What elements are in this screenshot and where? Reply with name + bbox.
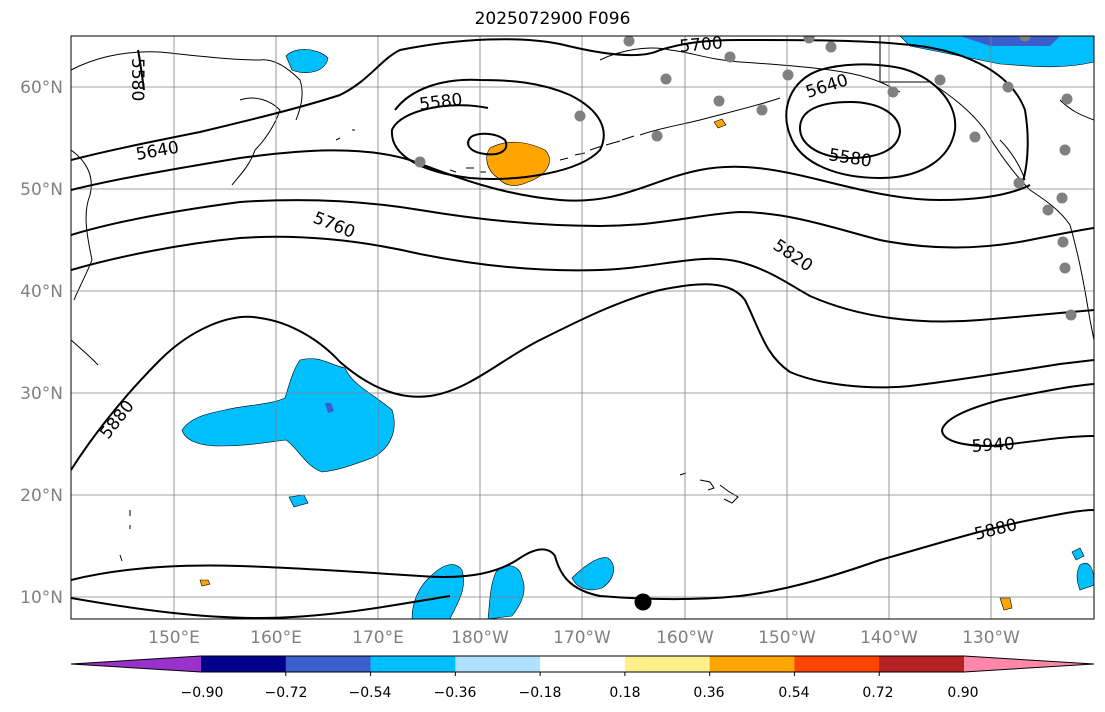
colorbar [70,655,1095,676]
contour-5760 [71,199,1094,249]
map-background [71,36,1094,619]
contour-label: 5580 [127,58,147,101]
anomaly-region-dark [325,403,334,413]
colorbar-outline [70,655,1095,673]
lat-label: 50°N [20,180,63,200]
anomaly-region-orange-small [713,118,727,129]
colorbar-tick-labels: −0.90 −0.72 −0.54 −0.36 −0.18 0.18 0.36 … [181,685,979,701]
map-title: 2025072900 F096 [474,9,631,29]
anomaly-region-tropic-3 [571,557,614,591]
contour-5880-main [71,283,1094,471]
contour-5880-south [71,509,1094,600]
lat-label: 30°N [20,384,63,404]
contour-5580-nw [137,49,145,91]
lon-label: 140°W [860,628,918,648]
anomaly-region-blue-small [288,494,309,508]
colorbar-tick-label: −0.18 [519,685,562,701]
anomaly-region-blue [181,358,395,473]
anomaly-region-tropic-4 [1071,547,1094,591]
colorbar-tick-label: 0.54 [778,685,809,701]
lon-label: 150°W [758,628,816,648]
contour-label: 5700 [679,33,724,57]
map-frame [70,35,1095,620]
lat-label: 10°N [20,588,63,608]
storm-position-marker [634,593,652,611]
anomaly-region-tropic-2 [487,565,525,619]
colorbar-segment [794,656,880,672]
contour-low-east-inner [798,100,902,160]
islands [119,129,739,562]
lon-label: 170°E [352,628,404,648]
colorbar-segment [201,656,287,672]
height-contours [71,38,1094,619]
contour-low-east [785,63,957,180]
colorbar-segment [455,656,541,672]
colorbar-segment [709,656,795,672]
colorbar-tick-label: −0.90 [181,685,224,701]
colorbar-tick-label: −0.36 [434,685,477,701]
longitude-labels: 150°E 160°E 170°E 180°W 170°W 160°W 150°… [148,628,1020,648]
colorbar-tick-label: −0.54 [349,685,392,701]
contour-label: 5940 [971,434,1016,457]
lon-label: 160°E [250,628,302,648]
colorbar-segment [879,656,965,672]
colorbar-tick-label: 0.72 [862,685,893,701]
lon-label: 180°W [451,628,509,648]
colorbar-extend-high [964,656,1094,672]
colorbar-segment [540,656,626,672]
contour-5940 [940,383,1094,448]
anomaly-region-tropic-1 [411,564,464,619]
lon-label: 130°W [962,628,1020,648]
colorbar-tick-label: −0.72 [265,685,308,701]
colorbar-tick-label: 0.36 [693,685,724,701]
colorbar-segment [285,656,372,672]
lon-label: 160°W [656,628,714,648]
colorbar-tick-label: 0.90 [947,685,978,701]
colorbar-segment [624,656,711,672]
lon-label: 150°E [148,628,200,648]
anomaly-fills [181,36,1094,619]
contour-low-west-inner [467,132,508,156]
contour-low-west [390,78,605,180]
colorbar-extend-low [71,656,201,672]
latitude-labels: 10°N 20°N 30°N 40°N 50°N 60°N [20,78,63,608]
contour-5880-bottom [71,595,451,619]
lat-label: 60°N [20,78,63,98]
contour-5820 [71,235,1094,323]
colorbar-segment [370,656,456,672]
contour-5700 [71,149,1031,202]
lon-label: 170°W [553,628,611,648]
colorbar-tick-label: 0.18 [609,685,640,701]
lat-label: 20°N [20,486,63,506]
anomaly-region-orange [486,141,550,186]
anomaly-region-kamchatka [285,49,329,73]
anomaly-region-alaska-dark [960,36,1060,46]
station-markers [414,36,1077,321]
contour-5640 [71,38,1029,191]
lat-label: 40°N [20,282,63,302]
anomaly-region-orange-tiny [199,579,1013,611]
